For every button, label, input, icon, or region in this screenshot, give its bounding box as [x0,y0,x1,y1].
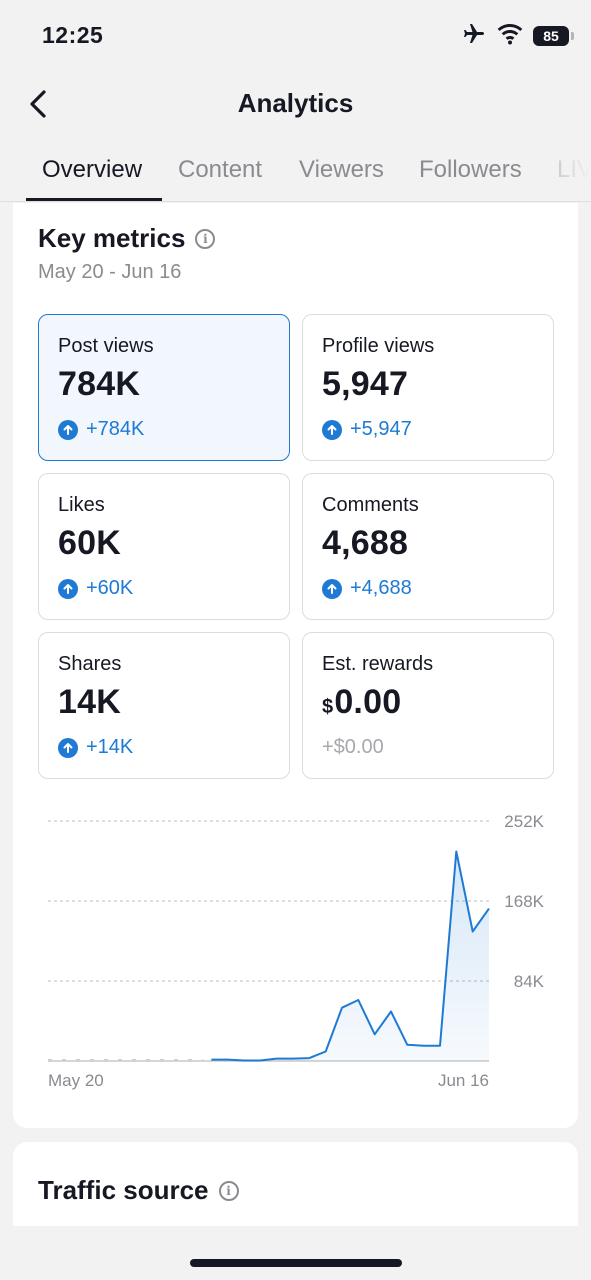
status-bar: 12:25 85 [0,0,591,72]
battery-icon: 85 [533,26,574,46]
metric-post-views[interactable]: Post views 784K +784K [38,314,290,461]
chevron-left-icon [30,90,46,118]
currency-symbol: $ [322,696,334,718]
tab-overview[interactable]: Overview [42,156,143,183]
info-icon[interactable]: i [195,228,216,249]
airplane-mode-icon [461,22,487,51]
post-views-chart[interactable]: 252K 168K 84K May 20 Jun 16 [13,803,578,1103]
arrow-up-icon [322,578,342,599]
page-title: Analytics [237,88,354,118]
metric-est-rewards[interactable]: Est. rewards $0.00 +$0.00 [302,632,554,779]
y-tick-label: 252K [504,812,544,831]
metric-change: +784K [58,418,144,441]
key-metrics-title: Key metrics [38,223,186,253]
metric-change-value: +60K [86,577,134,599]
metric-change: +5,947 [322,418,412,441]
home-indicator [190,1259,402,1267]
metric-value: 784K [58,365,141,403]
metric-change-value: +784K [86,418,145,440]
metric-shares[interactable]: Shares 14K +14K [38,632,290,779]
metric-label: Profile views [322,335,435,357]
tab-bar: Overview Content Viewers Followers LIVE [0,140,591,202]
metric-label: Est. rewards [322,653,434,675]
y-tick-label: 84K [514,972,545,991]
x-tick-label-end: Jun 16 [438,1071,489,1090]
date-range: May 20 - Jun 16 [38,261,182,283]
y-tick-label: 168K [504,892,544,911]
metric-change-value: +5,947 [350,418,412,440]
series-line [211,850,490,1062]
metric-comments[interactable]: Comments 4,688 +4,688 [302,473,554,620]
status-time: 12:25 [42,22,104,48]
tab-viewers[interactable]: Viewers [299,156,384,183]
info-icon[interactable]: i [218,1180,239,1201]
metric-change-value: +4,688 [350,577,412,599]
metric-value: 60K [58,524,121,562]
arrow-up-icon [58,578,78,599]
arrow-up-icon [58,737,78,758]
metric-likes[interactable]: Likes 60K +60K [38,473,290,620]
nav-bar: Analytics [0,72,591,136]
metric-change: +4,688 [322,577,412,600]
metric-change: +$0.00 [322,736,384,759]
tab-followers[interactable]: Followers [419,156,522,183]
metric-value: 14K [58,683,121,721]
x-tick-label-start: May 20 [48,1071,104,1090]
metric-change: +14K [58,736,133,759]
active-tab-indicator [26,198,162,201]
key-metrics-card: Key metrics i May 20 - Jun 16 Post views… [13,203,578,1128]
back-button[interactable] [20,86,56,122]
metric-profile-views[interactable]: Profile views 5,947 +5,947 [302,314,554,461]
key-metrics-header: Key metrics i [38,223,216,254]
metric-change-value: +$0.00 [322,736,384,758]
traffic-source-card: Traffic source i [13,1142,578,1226]
tab-content[interactable]: Content [178,156,263,183]
metric-label: Comments [322,494,419,516]
metric-value: 4,688 [322,524,409,562]
metric-value-number: 0.00 [334,683,402,721]
area-fill [211,851,490,1061]
metric-change: +60K [58,577,133,600]
status-icons: 85 [461,22,574,51]
metric-label: Likes [58,494,105,516]
metric-label: Post views [58,335,154,357]
arrow-up-icon [322,419,342,440]
traffic-source-header: Traffic source i [38,1175,239,1206]
metric-label: Shares [58,653,122,675]
tab-live[interactable]: LIVE [557,156,591,183]
metric-value: $0.00 [322,683,401,722]
arrow-up-icon [58,419,78,440]
traffic-source-title: Traffic source [38,1175,209,1205]
metric-value: 5,947 [322,365,409,403]
metric-change-value: +14K [86,736,134,758]
wifi-icon [497,23,523,50]
